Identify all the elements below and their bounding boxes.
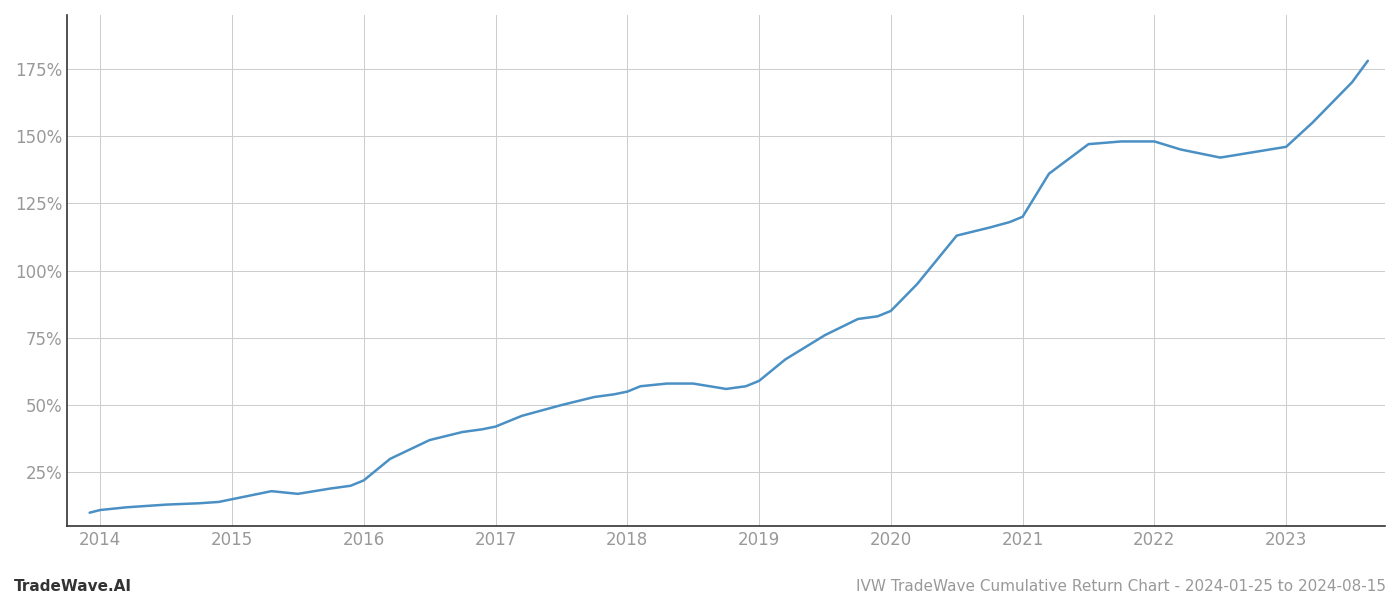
Text: TradeWave.AI: TradeWave.AI <box>14 579 132 594</box>
Text: IVW TradeWave Cumulative Return Chart - 2024-01-25 to 2024-08-15: IVW TradeWave Cumulative Return Chart - … <box>855 579 1386 594</box>
